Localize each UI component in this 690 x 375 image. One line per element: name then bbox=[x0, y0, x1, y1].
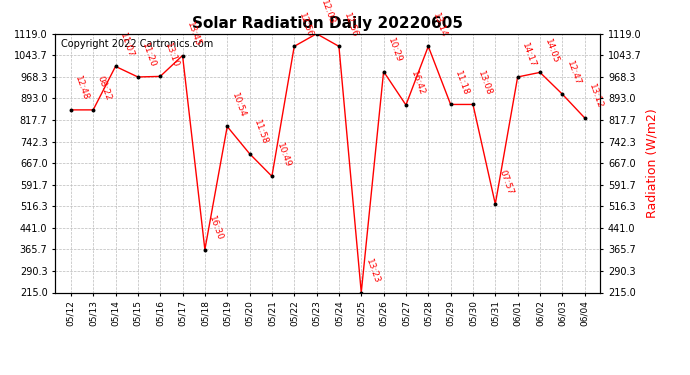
Point bbox=[244, 151, 255, 157]
Point bbox=[333, 44, 344, 50]
Point bbox=[66, 107, 77, 113]
Point bbox=[288, 44, 299, 50]
Point bbox=[467, 102, 478, 108]
Text: 08:22: 08:22 bbox=[96, 75, 113, 102]
Point bbox=[445, 102, 456, 108]
Point bbox=[177, 53, 188, 58]
Point bbox=[423, 44, 434, 50]
Point bbox=[110, 63, 121, 69]
Text: 12:48: 12:48 bbox=[74, 75, 91, 102]
Point bbox=[400, 102, 411, 108]
Point bbox=[378, 69, 389, 75]
Point bbox=[199, 247, 210, 253]
Point bbox=[490, 201, 501, 207]
Text: 13:10: 13:10 bbox=[163, 41, 180, 69]
Text: 10:49: 10:49 bbox=[275, 141, 292, 168]
Point bbox=[535, 69, 546, 75]
Text: 12:03: 12:03 bbox=[319, 0, 337, 26]
Text: Copyright 2022 Cartronics.com: Copyright 2022 Cartronics.com bbox=[61, 39, 213, 49]
Point bbox=[311, 31, 322, 37]
Y-axis label: Radiation (W/m2): Radiation (W/m2) bbox=[646, 108, 659, 218]
Point bbox=[221, 123, 233, 129]
Point bbox=[266, 173, 277, 179]
Text: 11:07: 11:07 bbox=[118, 31, 135, 58]
Text: 12:56: 12:56 bbox=[297, 11, 314, 39]
Text: 13:23: 13:23 bbox=[364, 258, 381, 285]
Text: 13:45: 13:45 bbox=[185, 21, 202, 48]
Point bbox=[132, 74, 144, 80]
Text: 13:08: 13:08 bbox=[475, 69, 493, 97]
Point bbox=[557, 91, 568, 97]
Text: 10:54: 10:54 bbox=[230, 92, 247, 119]
Text: 07:57: 07:57 bbox=[498, 169, 515, 196]
Text: 11:58: 11:58 bbox=[253, 118, 270, 146]
Point bbox=[155, 74, 166, 80]
Text: 12:47: 12:47 bbox=[565, 59, 582, 86]
Text: 11:20: 11:20 bbox=[141, 42, 158, 69]
Text: 13:12: 13:12 bbox=[587, 83, 604, 110]
Text: 10:29: 10:29 bbox=[386, 36, 404, 64]
Text: 16:42: 16:42 bbox=[408, 70, 426, 97]
Text: 12:56: 12:56 bbox=[342, 11, 359, 39]
Text: 14:17: 14:17 bbox=[520, 42, 538, 69]
Text: 16:30: 16:30 bbox=[208, 214, 225, 242]
Point bbox=[579, 115, 590, 121]
Title: Solar Radiation Daily 20220605: Solar Radiation Daily 20220605 bbox=[193, 16, 463, 31]
Point bbox=[512, 74, 523, 80]
Text: 14:05: 14:05 bbox=[542, 38, 560, 64]
Text: 11:18: 11:18 bbox=[453, 69, 471, 97]
Point bbox=[356, 290, 367, 296]
Point bbox=[88, 107, 99, 113]
Text: 13:14: 13:14 bbox=[431, 11, 448, 39]
